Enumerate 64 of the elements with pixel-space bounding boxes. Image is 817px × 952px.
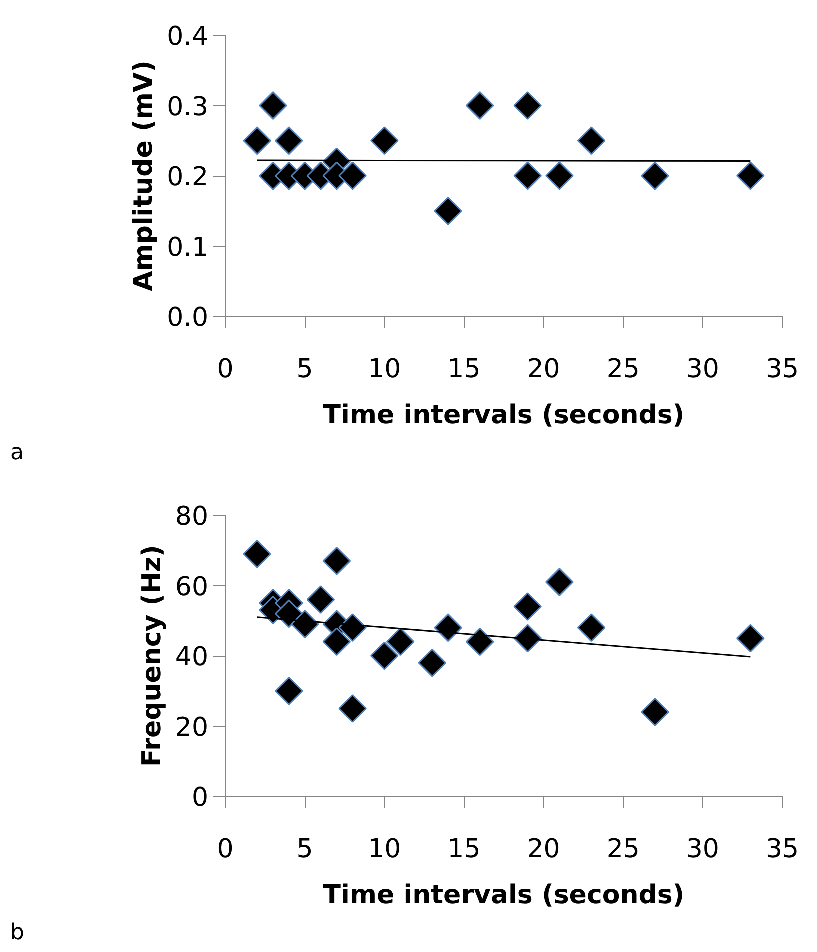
x-tick-label: 20 (527, 354, 560, 384)
x-tick-label: 25 (606, 834, 640, 864)
point (514, 624, 542, 653)
y-tick-label: 0.2 (167, 162, 209, 192)
y-tick-label: 0.1 (167, 232, 209, 263)
point (338, 614, 367, 642)
point (546, 568, 574, 596)
point (577, 126, 606, 156)
point (370, 642, 399, 670)
point (322, 546, 352, 576)
point (641, 698, 670, 726)
y-tick-label: 0 (192, 783, 209, 813)
point (338, 162, 367, 190)
point (514, 592, 542, 622)
x-tick-label: 25 (606, 354, 640, 384)
point (434, 614, 462, 642)
y-tick-label: 40 (175, 642, 209, 672)
x-tick-label: 20 (527, 834, 560, 864)
point (434, 196, 462, 226)
y-tick-label: 20 (175, 712, 209, 743)
y-axis-title: Amplitude (mV) (129, 60, 160, 292)
point (418, 648, 447, 678)
point (546, 162, 574, 190)
y-tick-label: 0.4 (167, 22, 209, 52)
x-tick-label: 0 (217, 354, 234, 384)
point (514, 162, 542, 190)
point (466, 92, 494, 120)
point (338, 694, 367, 723)
x-axis-title: Time intervals (seconds) (323, 400, 685, 430)
point (577, 614, 606, 642)
x-tick-label: 5 (296, 834, 314, 864)
point (736, 624, 765, 653)
point (274, 676, 304, 706)
x-tick-label: 30 (686, 834, 720, 864)
y-tick-label: 80 (175, 502, 209, 532)
x-tick-label: 35 (766, 354, 800, 384)
x-axis-title: Time intervals (seconds) (323, 880, 685, 910)
x-tick-label: 5 (296, 354, 314, 384)
point (466, 628, 494, 656)
y-tick-label: 60 (175, 572, 209, 602)
x-tick-label: 0 (217, 834, 234, 864)
point (290, 610, 320, 639)
point (306, 586, 336, 614)
x-tick-label: 10 (368, 834, 402, 864)
point (274, 126, 304, 156)
point (386, 628, 415, 656)
text: b (10, 920, 24, 946)
point (736, 162, 765, 190)
x-tick-label: 15 (448, 354, 481, 384)
x-tick-label: 15 (448, 834, 481, 864)
y-axis-title: Frequency (Hz) (137, 545, 168, 767)
point (370, 126, 399, 156)
point (322, 628, 352, 656)
point (514, 92, 542, 120)
x-tick-label: 35 (766, 834, 800, 864)
y-tick-label: 0.3 (167, 92, 209, 122)
text: a (10, 440, 24, 466)
point (641, 162, 670, 190)
point (259, 92, 288, 120)
point (243, 540, 272, 568)
x-tick-label: 30 (686, 354, 720, 384)
y-tick-label: 0.0 (167, 303, 209, 333)
point (243, 126, 272, 156)
x-tick-label: 10 (368, 354, 402, 384)
